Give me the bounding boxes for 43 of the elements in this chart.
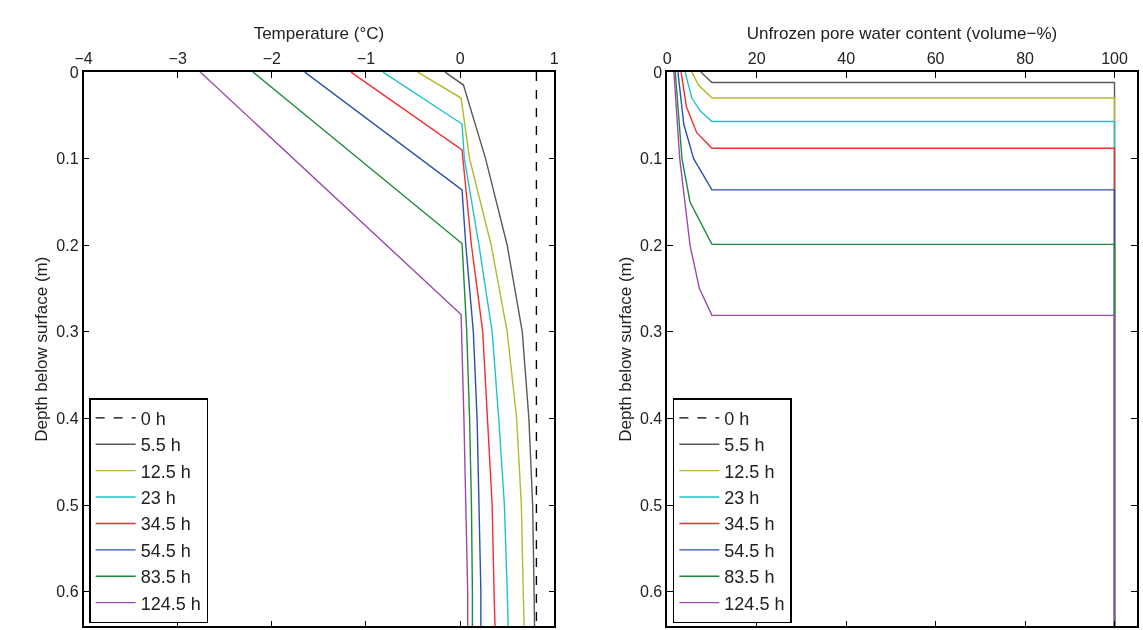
y-tick-label: 0.6 <box>56 583 79 601</box>
x-axis-title: Temperature (°C) <box>253 23 385 43</box>
y-tick-label: 0.6 <box>640 583 663 601</box>
legend-label: 5.5 h <box>140 435 181 456</box>
y-tick-label: 0.2 <box>640 236 663 254</box>
x-tick-label: 100 <box>1101 49 1128 67</box>
legend-label: 0 h <box>140 408 166 429</box>
x-tick-label: 20 <box>747 49 766 67</box>
y-tick-label: 0.4 <box>56 410 79 428</box>
legend-label: 83.5 h <box>140 567 191 588</box>
x-tick-label: 0 <box>455 49 465 67</box>
x-tick-label: 40 <box>837 49 856 67</box>
x-tick-label: −3 <box>168 49 187 67</box>
x-tick-label: −2 <box>262 49 282 67</box>
x-tick-label: 1 <box>549 49 559 67</box>
y-axis-title: Depth below surface (m) <box>32 256 52 442</box>
legend-label: 54.5 h <box>140 540 191 561</box>
x-tick-label: −1 <box>356 49 376 67</box>
y-tick-label: 0 <box>653 63 663 81</box>
legend-label: 23 h <box>724 488 760 509</box>
legend-label: 124.5 h <box>724 593 785 614</box>
y-axis-title: Depth below surface (m) <box>616 256 636 442</box>
y-tick-label: 0.5 <box>56 496 79 514</box>
legend-label: 12.5 h <box>724 461 775 482</box>
y-tick-label: 0.3 <box>56 323 79 341</box>
legend-label: 12.5 h <box>140 461 191 482</box>
legend-label: 0 h <box>724 408 750 429</box>
y-tick-label: 0.3 <box>640 323 663 341</box>
y-tick-label: 0.5 <box>640 496 663 514</box>
legend-label: 83.5 h <box>724 567 775 588</box>
legend-label: 124.5 h <box>140 593 201 614</box>
x-tick-label: 80 <box>1016 49 1035 67</box>
legend-label: 34.5 h <box>140 514 191 535</box>
y-tick-label: 0.1 <box>56 150 79 168</box>
y-tick-label: 0.2 <box>56 236 79 254</box>
y-tick-label: 0.4 <box>640 410 663 428</box>
legend-label: 54.5 h <box>724 540 775 561</box>
x-tick-label: 60 <box>926 49 945 67</box>
legend-label: 5.5 h <box>724 435 765 456</box>
y-tick-label: 0.1 <box>640 150 663 168</box>
legend-label: 34.5 h <box>724 514 775 535</box>
legend-label: 23 h <box>140 488 176 509</box>
x-axis-title: Unfrozen pore water content (volume−%) <box>746 23 1058 43</box>
